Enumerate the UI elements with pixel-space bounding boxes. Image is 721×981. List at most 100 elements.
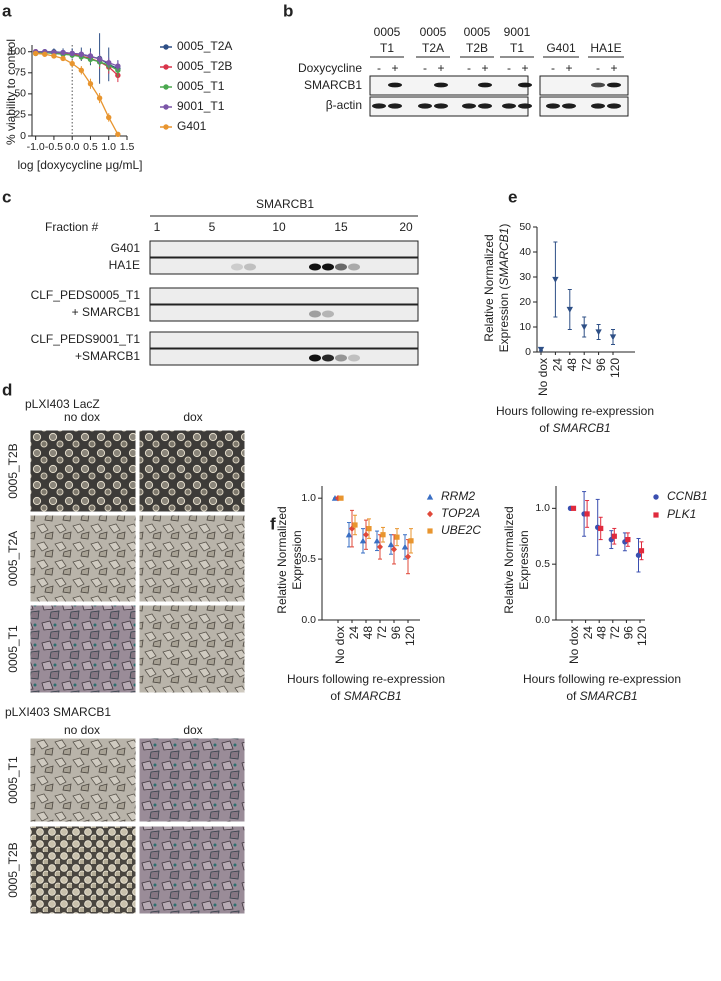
y-axis-label-part: Expression: [517, 530, 531, 589]
dox-state: -: [551, 61, 555, 75]
legend-marker: [653, 512, 659, 518]
y-tick-label: 10: [519, 321, 531, 333]
x-axis-label-part: Hours following re-expression: [287, 672, 445, 686]
legend-label: 0005_T1: [177, 79, 225, 93]
y-tick-label: 50: [519, 221, 531, 233]
fraction-row-label: CLF_PEDS0005_T1: [31, 288, 141, 302]
fraction-band: [335, 354, 347, 362]
fraction-band: [244, 263, 256, 271]
micrograph: [29, 514, 137, 603]
fraction-strip: [149, 348, 419, 366]
legend-label: RRM2: [441, 489, 475, 503]
blot-frame: [539, 96, 629, 117]
y-axis-label-part: SMARCB1: [497, 228, 511, 286]
lane-group-label: G401: [546, 41, 576, 55]
x-tick-label: -0.5: [45, 141, 63, 153]
fraction-band: [231, 263, 243, 271]
data-point: [96, 56, 103, 63]
data-point: [387, 541, 395, 548]
blot-band: [388, 103, 402, 109]
fraction-row-label: +SMARCB1: [75, 349, 140, 363]
blot-band: [518, 82, 532, 88]
data-point: [552, 276, 559, 283]
data-point: [69, 50, 75, 57]
micrograph: [138, 514, 246, 603]
data-point: [78, 51, 85, 57]
x-axis-label: log [doxycycline μg/mL]: [18, 158, 143, 172]
blot-frame: [539, 75, 629, 96]
y-tick-label: 0.0: [301, 614, 316, 626]
series-line: [35, 51, 119, 71]
blot-band: [434, 103, 448, 109]
lane-group-label: 0005: [420, 25, 447, 39]
blot-band: [591, 103, 605, 109]
data-point: [401, 543, 409, 550]
data-point: [359, 537, 367, 544]
legend-marker: [427, 528, 433, 534]
blot-band: [418, 103, 432, 109]
dox-state: -: [377, 61, 381, 75]
y-tick-label: 0.5: [301, 553, 316, 565]
legend-marker: [426, 493, 434, 500]
blot-title: SMARCB1: [256, 197, 314, 211]
x-axis-label-part: Hours following re-expression: [496, 404, 654, 418]
fraction-tick: 20: [399, 220, 413, 234]
x-tick-label: 1.0: [101, 141, 116, 153]
x-tick-label: 24: [347, 626, 361, 640]
dox-state: +: [481, 61, 488, 75]
data-point: [366, 526, 372, 532]
fraction-band: [309, 354, 321, 362]
data-point: [60, 49, 66, 56]
fraction-label: Fraction #: [45, 220, 99, 234]
blot-band: [607, 103, 621, 109]
x-axis-label: of SMARCB1: [330, 689, 401, 703]
data-point: [87, 81, 94, 87]
fraction-row-label: + SMARCB1: [72, 305, 141, 319]
x-axis-label: of SMARCB1: [566, 689, 637, 703]
x-tick-label: No dox: [333, 626, 347, 664]
panel-letter: d: [2, 380, 12, 399]
data-point: [581, 324, 588, 331]
dox-state: -: [596, 61, 600, 75]
data-point: [609, 334, 617, 341]
x-tick-label: 96: [389, 626, 403, 640]
legend-marker: [653, 494, 659, 500]
y-axis-label-part: ): [497, 224, 511, 228]
micrograph: [138, 429, 246, 513]
micrograph-row: 0005_T2B: [6, 443, 20, 498]
legend-marker: [163, 104, 169, 110]
data-point: [96, 95, 103, 101]
x-axis-label: Hours following re-expression: [287, 672, 445, 686]
data-point: [42, 51, 48, 57]
data-point: [405, 553, 411, 560]
blot-band: [434, 82, 448, 88]
y-axis-label: Relative Normalized: [482, 234, 496, 341]
x-axis-label-part: SMARCB1: [580, 689, 638, 703]
x-tick-label: 96: [622, 626, 636, 640]
micrograph-title: pLXI403 LacZ: [25, 397, 100, 411]
lane-group-label: T1: [510, 41, 524, 55]
fraction-strip: [149, 287, 419, 305]
data-point: [584, 511, 590, 517]
fraction-band: [348, 354, 360, 362]
micrograph: [138, 825, 246, 915]
micrograph: [29, 825, 137, 915]
treatment-label: Doxycycline: [298, 61, 362, 75]
dox-state: +: [565, 61, 572, 75]
micrograph-column: dox: [183, 410, 202, 424]
blot-band: [462, 103, 476, 109]
y-tick-label: 1.0: [535, 502, 550, 514]
x-axis-label-part: SMARCB1: [344, 689, 402, 703]
data-point: [373, 537, 381, 544]
micrograph-column: no dox: [64, 723, 100, 737]
data-point: [537, 346, 545, 353]
data-point: [638, 548, 645, 554]
y-axis-label-part: Expression: [290, 530, 304, 589]
x-axis-label-part: SMARCB1: [553, 421, 611, 435]
fraction-band: [309, 310, 321, 318]
data-point: [106, 114, 112, 121]
data-point: [115, 131, 121, 138]
data-point: [60, 55, 66, 62]
